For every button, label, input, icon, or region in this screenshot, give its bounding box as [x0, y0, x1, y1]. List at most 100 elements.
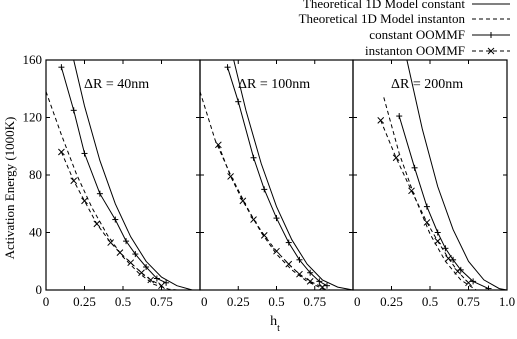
data-point [454, 267, 462, 275]
x-tick-label: 0.25 [73, 294, 96, 309]
data-point [112, 216, 119, 223]
x-tick-label: 0.75 [457, 294, 480, 309]
x-tick-label: 0.5 [115, 294, 131, 309]
series-1 [73, 60, 193, 290]
legend-label: Theoretical 1D Model instanton [299, 11, 466, 26]
x-tick-label: 0.75 [303, 294, 326, 309]
series-line [60, 67, 167, 284]
y-tick-label: 160 [23, 52, 43, 67]
chart-panel-3: 0 0.25 0.5 0.75 1.0 ΔR = 200nm [352, 59, 515, 309]
data-point [227, 173, 234, 180]
chart-panel-1: 0 40 80 120 160 0 0.25 0.5 0.75 ΔR = 40nm [23, 52, 201, 309]
data-point [470, 278, 477, 285]
y-tick-label: 0 [36, 282, 43, 297]
data-point [138, 269, 145, 277]
data-point [250, 216, 257, 223]
data-point [153, 275, 160, 282]
series-3 [224, 64, 330, 289]
panel-label: ΔR = 100nm [238, 77, 310, 92]
series-line [406, 60, 507, 290]
data-point [307, 269, 314, 276]
data-point [261, 186, 268, 193]
legend-entry: Theoretical 1D Model constant [303, 0, 510, 11]
series-2 [200, 91, 331, 290]
data-point [107, 239, 115, 246]
data-point [224, 64, 231, 71]
data-point [465, 279, 472, 287]
x-tick-label: 0.5 [268, 294, 284, 309]
data-point [250, 154, 257, 161]
series-line [46, 91, 177, 290]
legend-marker [487, 47, 495, 55]
data-point [81, 197, 88, 205]
data-point [296, 270, 303, 278]
data-point [323, 282, 330, 289]
x-tick-label: 0.25 [227, 294, 250, 309]
y-tick-label: 120 [23, 110, 43, 125]
series-2 [383, 97, 477, 290]
legend-entry: Theoretical 1D Model instanton [299, 11, 510, 26]
series-1 [406, 60, 507, 290]
panel-frame [199, 59, 354, 291]
legend-entry: instanton OOMMF [365, 43, 510, 58]
legend-marker [488, 32, 494, 38]
series-4 [58, 148, 165, 290]
series-1 [233, 60, 353, 290]
legend-label: Theoretical 1D Model constant [303, 0, 465, 11]
series-3 [58, 64, 170, 286]
x-tick-label: 0.5 [422, 294, 438, 309]
series-line [383, 97, 477, 290]
data-point [260, 232, 268, 239]
y-tick-label: 80 [29, 167, 42, 182]
data-point [434, 237, 442, 245]
data-point [273, 247, 280, 255]
data-point [392, 154, 400, 162]
data-point [239, 197, 247, 205]
panel-label: ΔR = 200nm [391, 77, 463, 92]
x-tick-label: 0.25 [380, 294, 403, 309]
x-axis-label: ht [270, 314, 280, 334]
data-point [96, 190, 103, 197]
x-tick-label: 1.0 [499, 294, 515, 309]
data-point [143, 264, 150, 270]
data-point [132, 251, 139, 258]
series-4 [215, 141, 326, 290]
plot-area [200, 60, 353, 290]
x-axis-label-main: h [270, 314, 277, 329]
series-line [233, 60, 353, 290]
series-4 [377, 117, 472, 287]
data-point [158, 282, 165, 290]
series-3 [396, 113, 492, 290]
panel-frame [352, 59, 508, 291]
data-point [147, 276, 155, 284]
x-tick-label: 0 [201, 294, 208, 309]
data-point [316, 278, 323, 285]
series-line [217, 144, 323, 288]
data-point [273, 215, 280, 222]
x-axis-label-subscript: t [277, 323, 280, 334]
data-point [485, 285, 492, 290]
data-point [123, 238, 130, 245]
data-point [215, 141, 222, 149]
data-point [296, 256, 303, 263]
data-point [423, 203, 430, 210]
series-line [200, 91, 331, 290]
data-point [434, 229, 441, 236]
data-point [58, 64, 65, 71]
data-point [411, 164, 418, 171]
x-tick-label: 0 [43, 294, 50, 309]
data-point [396, 113, 403, 120]
legend-label: constant OOMMF [369, 27, 465, 42]
x-tick-label: 0.75 [150, 294, 173, 309]
data-point [285, 260, 293, 268]
legend-label: instanton OOMMF [365, 43, 465, 58]
data-point [285, 239, 292, 246]
y-axis-label: Activation Energy (1000K) [2, 117, 17, 260]
data-point [319, 283, 326, 290]
chart-panels: 0 40 80 120 160 0 0.25 0.5 0.75 ΔR = 40nm 0 0.25 0.5… [23, 52, 516, 309]
series-line [380, 120, 469, 284]
series-line [73, 60, 193, 290]
data-point [58, 148, 65, 156]
y-tick-label: 40 [29, 225, 42, 240]
